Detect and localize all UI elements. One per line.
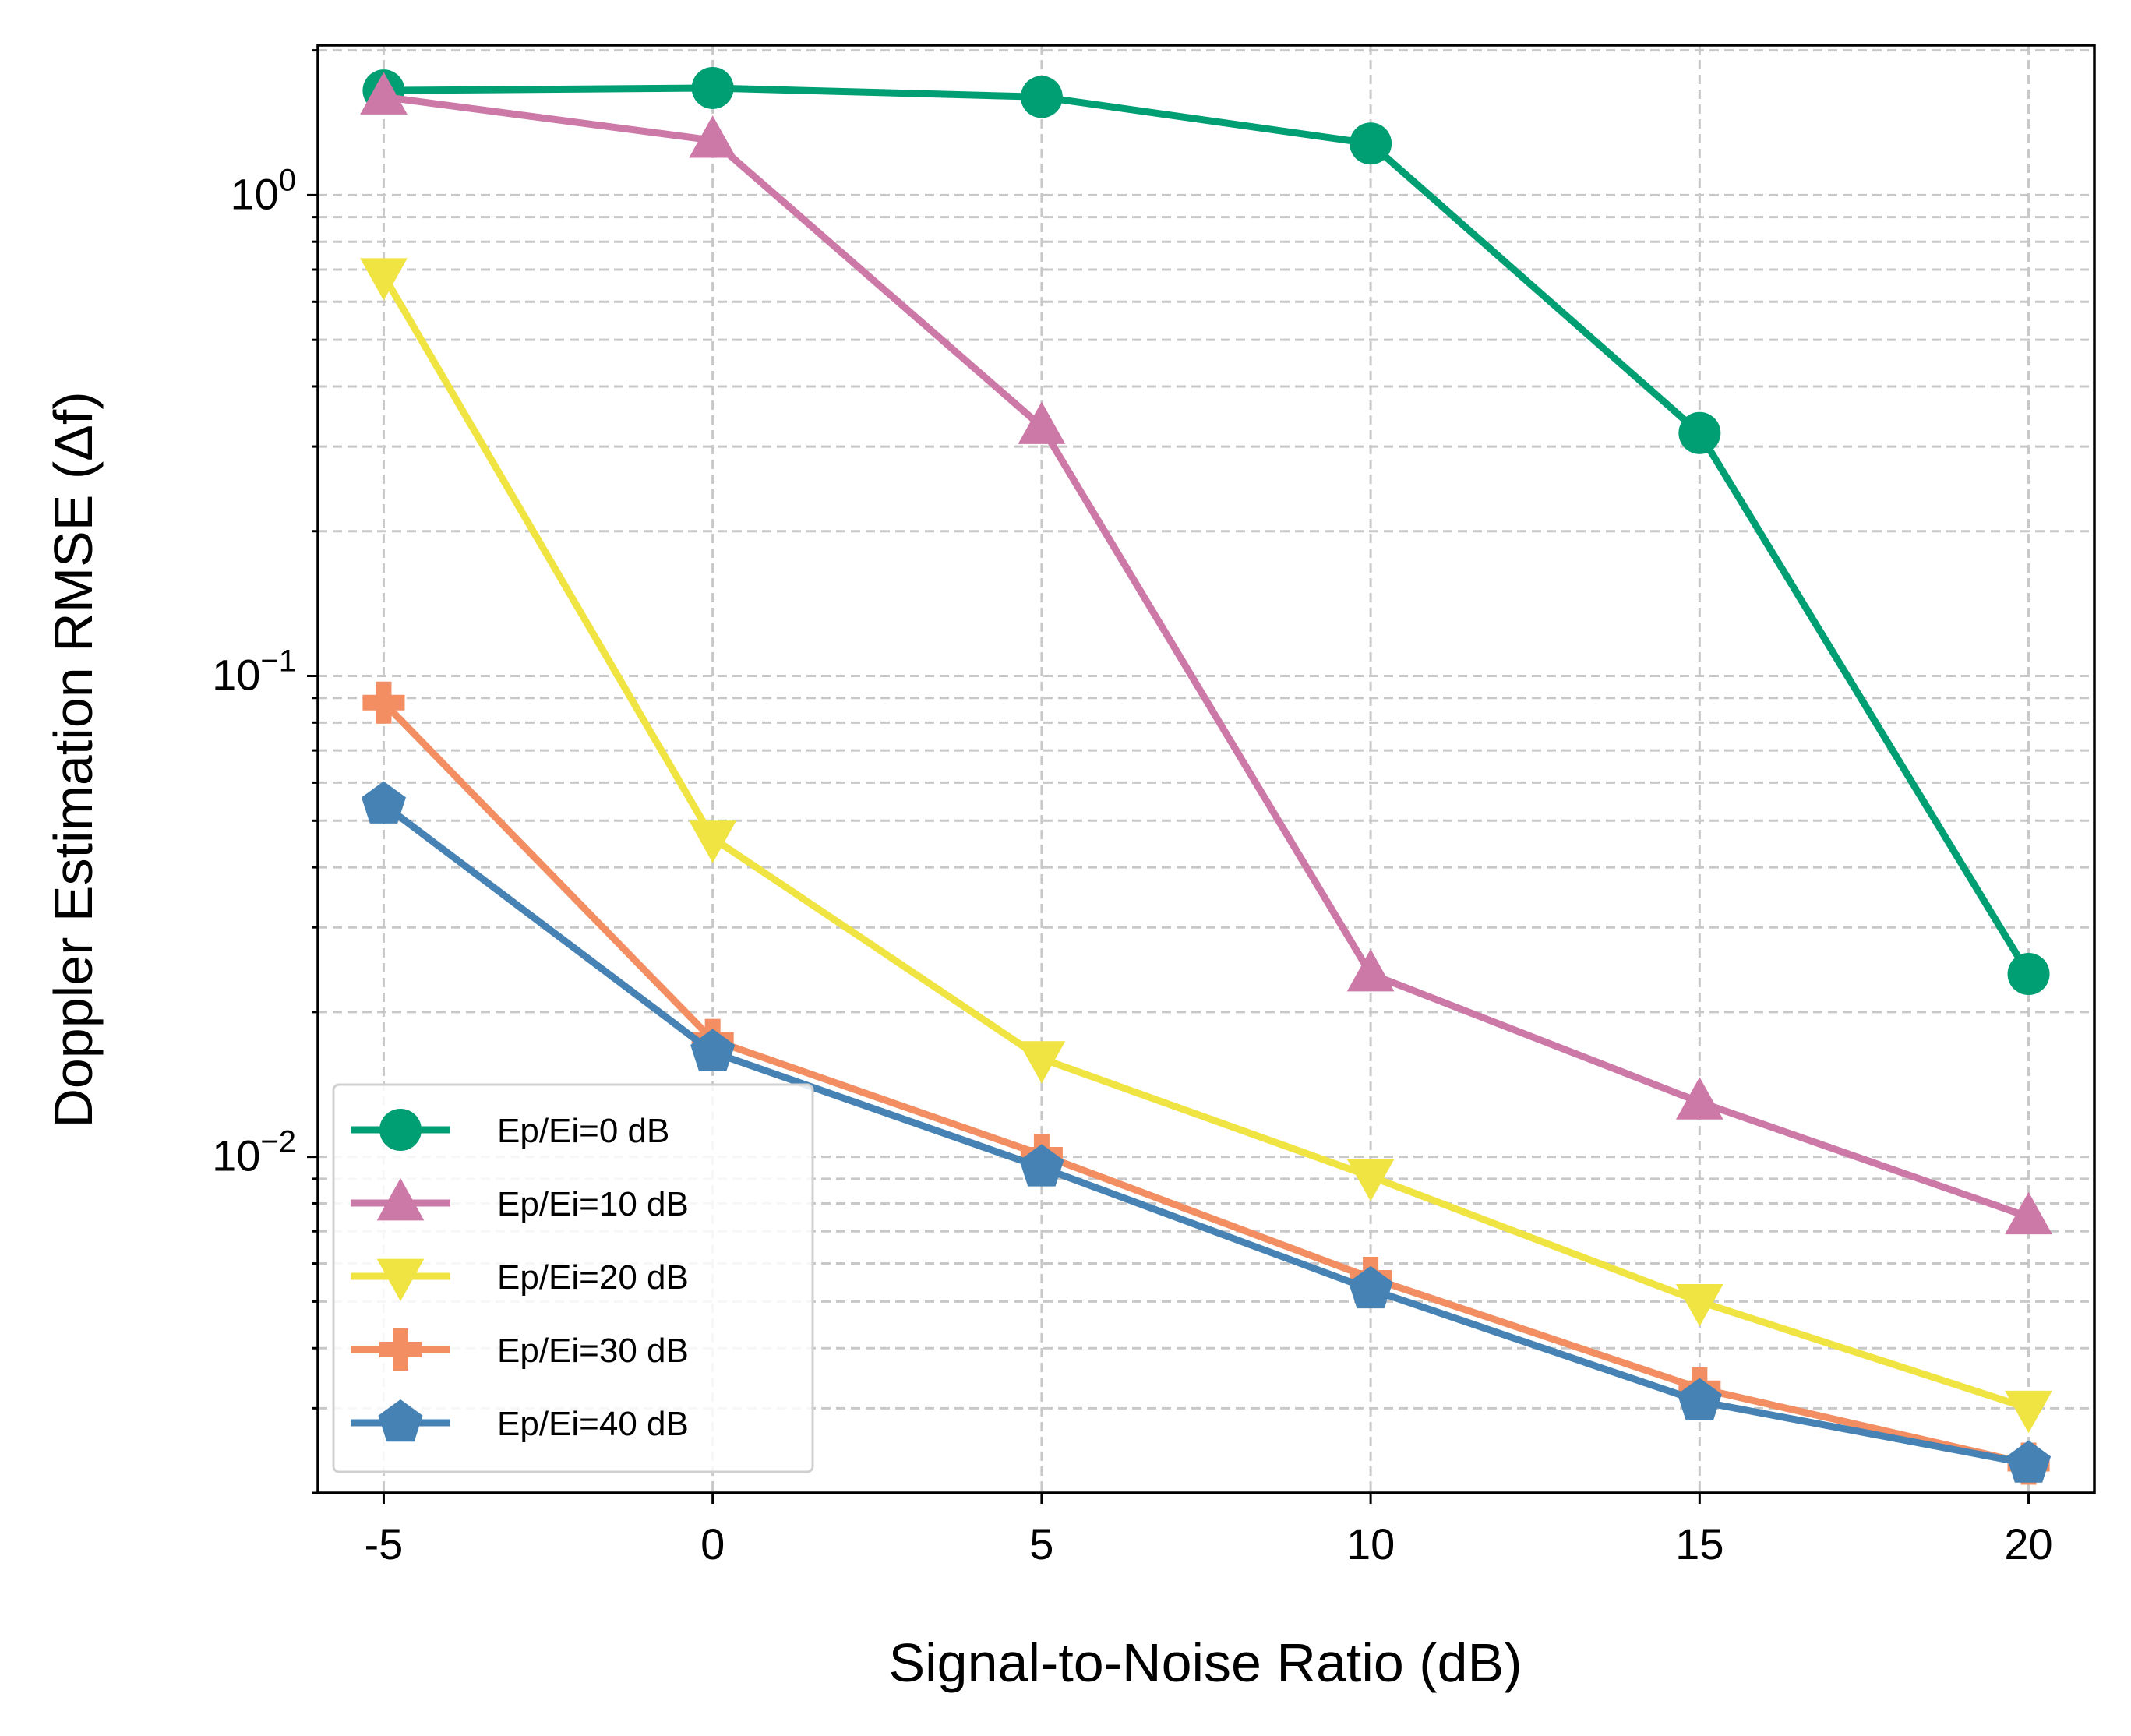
data-point-marker bbox=[2007, 953, 2050, 996]
series-3 bbox=[360, 258, 2052, 1434]
data-point-marker bbox=[1018, 1041, 1066, 1084]
x-tick-label: 10 bbox=[1346, 1519, 1395, 1568]
data-point-marker bbox=[2005, 1390, 2052, 1434]
axis-ticks: -5 0 5 10 15 20 100 10−1 10−2 bbox=[212, 49, 2053, 1568]
plot-frame bbox=[316, 44, 2096, 1494]
data-point-marker bbox=[690, 1029, 736, 1071]
x-tick-label: 5 bbox=[1029, 1519, 1053, 1568]
legend-marker bbox=[378, 1399, 423, 1442]
legend-entry: Ep/Ei=20 dB bbox=[351, 1258, 689, 1301]
legend-label: Ep/Ei=40 dB bbox=[497, 1405, 689, 1443]
series-line bbox=[383, 84, 2032, 976]
legend-entry: Ep/Ei=40 dB bbox=[351, 1399, 689, 1443]
legend-marker bbox=[379, 1328, 422, 1371]
legend-label: Ep/Ei=30 dB bbox=[497, 1332, 689, 1370]
legend-box bbox=[332, 1083, 814, 1473]
data-point-marker bbox=[1675, 1077, 1723, 1120]
data-point-marker bbox=[1020, 76, 1063, 118]
legend-marker bbox=[376, 1258, 425, 1301]
y-tick-label: 10−2 bbox=[212, 1125, 296, 1180]
series-line bbox=[381, 700, 2030, 1467]
y-tick-label: 100 bbox=[230, 163, 296, 218]
legend: Ep/Ei=0 dB Ep/Ei=10 dB Ep/Ei=20 dB Ep/Ei=30… bbox=[332, 1083, 814, 1473]
series-line bbox=[381, 802, 2030, 1467]
series-2 bbox=[360, 72, 2052, 1235]
data-point-marker bbox=[691, 66, 734, 109]
x-tick-label: 20 bbox=[2004, 1519, 2052, 1568]
x-tick-label: -5 bbox=[365, 1519, 404, 1568]
data-point-marker bbox=[1678, 411, 1721, 454]
y-axis-label: Doppler Estimation RMSE (Δf) bbox=[43, 391, 104, 1127]
legend-label: Ep/Ei=20 dB bbox=[497, 1258, 689, 1297]
data-point-marker bbox=[1346, 949, 1395, 992]
legend-label: Ep/Ei=0 dB bbox=[497, 1112, 669, 1150]
data-point-marker bbox=[362, 681, 405, 724]
y-tick-label: 10−1 bbox=[212, 644, 296, 700]
data-point-marker bbox=[360, 72, 408, 115]
legend-label: Ep/Ei=10 dB bbox=[497, 1185, 689, 1223]
series-lines bbox=[360, 66, 2052, 1485]
legend-entry: Ep/Ei=0 dB bbox=[351, 1109, 669, 1151]
data-point-marker bbox=[1675, 1284, 1723, 1327]
data-point-marker bbox=[2005, 1191, 2052, 1235]
data-point-marker bbox=[1019, 1144, 1064, 1187]
data-point-marker bbox=[689, 820, 737, 863]
data-point-marker bbox=[1350, 122, 1392, 165]
data-point-marker bbox=[361, 781, 406, 824]
data-point-marker bbox=[689, 115, 737, 158]
x-tick-label: 0 bbox=[700, 1519, 725, 1568]
data-point-marker bbox=[1018, 401, 1066, 444]
data-point-marker bbox=[1348, 1265, 1393, 1309]
series-1 bbox=[362, 66, 2050, 996]
series-5 bbox=[361, 781, 2052, 1483]
data-point-marker bbox=[1677, 1378, 1722, 1420]
x-axis-label: Signal-to-Noise Ratio (dB) bbox=[888, 1632, 1522, 1693]
legend-marker bbox=[379, 1109, 422, 1151]
legend-marker bbox=[376, 1178, 425, 1221]
series-line bbox=[383, 93, 2030, 1220]
series-line bbox=[380, 273, 2030, 1412]
legend-entry: Ep/Ei=10 dB bbox=[351, 1178, 689, 1223]
legend-entry: Ep/Ei=30 dB bbox=[351, 1328, 689, 1371]
data-point-marker bbox=[2006, 1440, 2052, 1483]
x-tick-label: 15 bbox=[1675, 1519, 1723, 1568]
data-point-marker bbox=[1346, 1159, 1395, 1201]
data-point-marker bbox=[360, 258, 408, 301]
